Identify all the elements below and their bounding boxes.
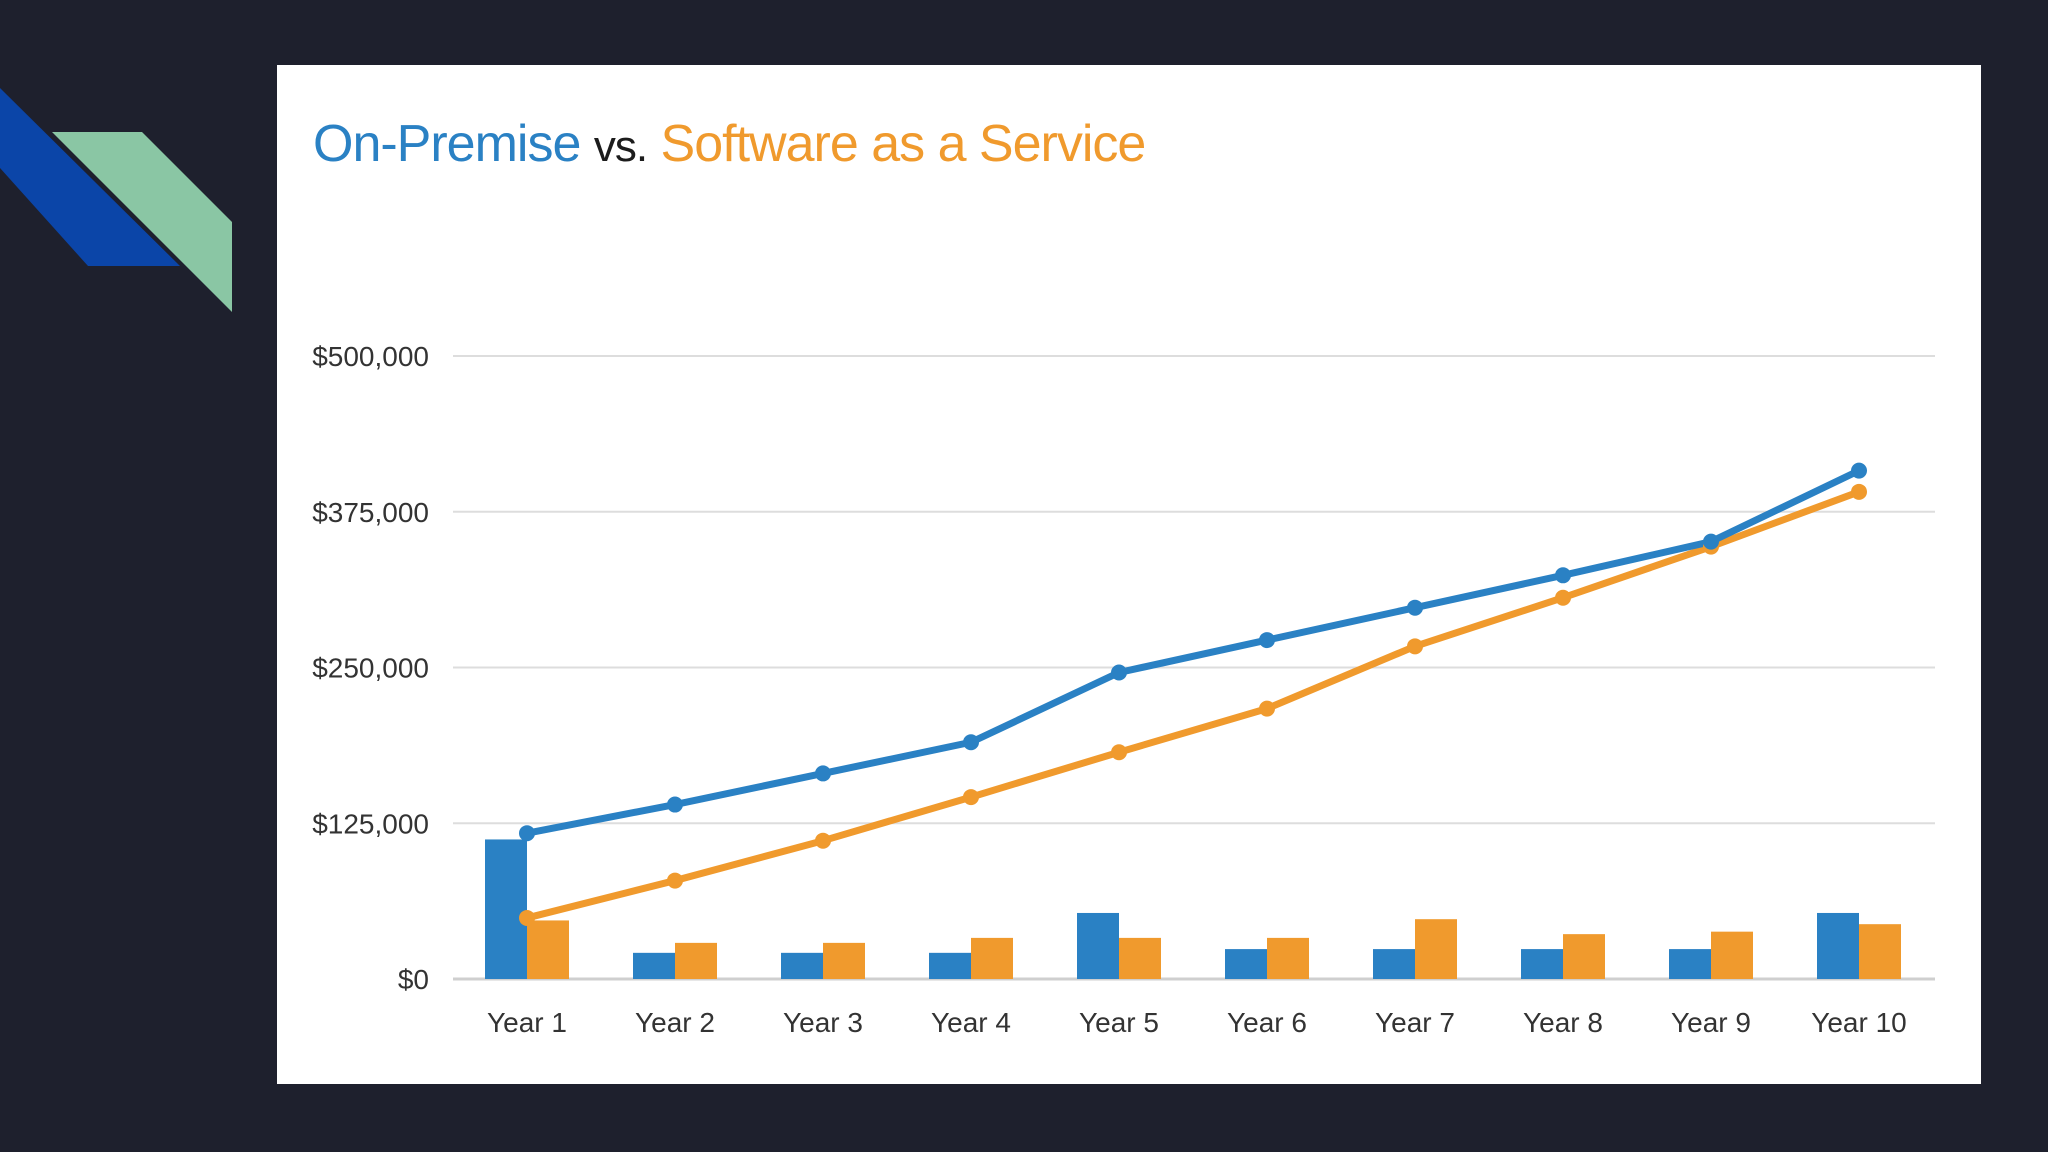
y-tick-label: $375,000 [312, 497, 429, 528]
point-software-as-a-service [519, 909, 535, 926]
x-tick-label: Year 9 [1671, 1007, 1751, 1038]
bar-on-premise [633, 952, 675, 979]
title-on-premise: On-Premise [313, 115, 581, 173]
point-software-as-a-service [1111, 744, 1127, 761]
x-tick-label: Year 7 [1375, 1007, 1455, 1038]
bar-on-premise [1669, 949, 1711, 979]
point-on-premise [1555, 567, 1571, 584]
blue-stripe [0, 88, 180, 266]
point-software-as-a-service [1555, 589, 1571, 606]
x-tick-label: Year 10 [1811, 1007, 1907, 1038]
lines [523, 467, 1863, 922]
y-tick-label: $500,000 [312, 341, 429, 372]
x-tick-label: Year 3 [783, 1007, 863, 1038]
chart-title: On-Premise vs. Software as a Service [313, 113, 1147, 175]
y-tick-label: $0 [398, 964, 429, 995]
point-software-as-a-service [1407, 638, 1423, 655]
point-on-premise [1259, 632, 1275, 649]
bar-on-premise [1225, 949, 1267, 979]
bar-software-as-a-service [1119, 937, 1161, 979]
point-software-as-a-service [963, 789, 979, 806]
bar-software-as-a-service [971, 937, 1013, 979]
bars [485, 839, 1901, 979]
point-on-premise [1111, 664, 1127, 681]
point-on-premise [1703, 533, 1719, 550]
point-on-premise [667, 796, 683, 813]
green-stripe [52, 132, 232, 312]
bar-software-as-a-service [823, 942, 865, 979]
x-tick-label: Year 6 [1227, 1007, 1307, 1038]
x-tick-label: Year 5 [1079, 1007, 1159, 1038]
point-software-as-a-service [1851, 483, 1867, 500]
y-axis-tick-labels: $0 $125,000 $250,000 $375,000 $500,000 [312, 341, 429, 995]
bar-software-as-a-service [1415, 919, 1457, 979]
bar-on-premise [1077, 912, 1119, 979]
bar-on-premise [929, 952, 971, 979]
y-tick-label: $125,000 [312, 808, 429, 839]
line-on-premise [523, 467, 1863, 837]
line-software-as-a-service [523, 488, 1863, 922]
point-software-as-a-service [1259, 700, 1275, 717]
bar-software-as-a-service [1859, 924, 1901, 979]
title-saas: Software as a Service [660, 115, 1147, 173]
x-tick-label: Year 8 [1523, 1007, 1603, 1038]
point-on-premise [1407, 599, 1423, 616]
x-tick-label: Year 2 [635, 1007, 715, 1038]
x-tick-label: Year 1 [487, 1007, 567, 1038]
decorative-stripes [0, 88, 232, 312]
bar-on-premise [781, 952, 823, 979]
point-software-as-a-service [815, 832, 831, 849]
point-on-premise [963, 734, 979, 751]
bar-on-premise [1521, 949, 1563, 979]
bar-software-as-a-service [675, 942, 717, 979]
bar-on-premise [485, 839, 527, 979]
point-software-as-a-service [667, 872, 683, 889]
point-on-premise [519, 825, 535, 842]
point-on-premise [1851, 462, 1867, 479]
chart-area: $0 $125,000 $250,000 $375,000 $500,000 Year … [312, 341, 1935, 1038]
chart-card: On-Premise vs. Software as a Service $0 $… [277, 65, 1981, 1084]
y-tick-label: $250,000 [312, 653, 429, 684]
title-vs: vs. [593, 122, 648, 171]
point-on-premise [815, 765, 831, 782]
bar-software-as-a-service [1267, 937, 1309, 979]
bar-software-as-a-service [527, 920, 569, 979]
bar-on-premise [1817, 912, 1859, 979]
bar-on-premise [1373, 949, 1415, 979]
x-axis-tick-labels: Year 1 Year 2 Year 3 Year 4 Year 5 Year 6 Year… [487, 1007, 1907, 1038]
x-tick-label: Year 4 [931, 1007, 1011, 1038]
points [519, 462, 1867, 926]
bar-software-as-a-service [1711, 931, 1753, 979]
bar-software-as-a-service [1563, 934, 1605, 979]
